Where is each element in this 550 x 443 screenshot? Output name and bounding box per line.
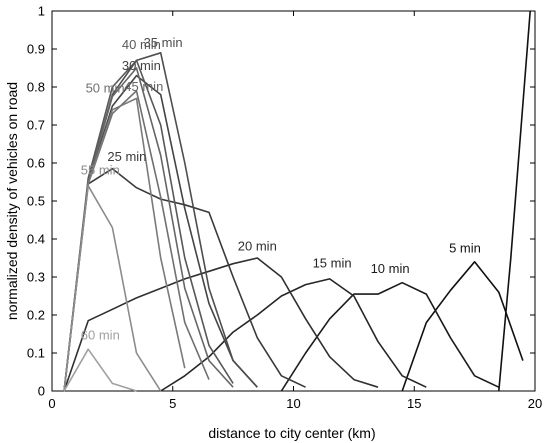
series-label-35-min: 35 min: [144, 35, 183, 50]
series-label-55-min: 55 min: [81, 162, 120, 177]
series-line-10-min: [280, 281, 500, 392]
tick-layer: 0 5 10 15 20 0 0.1 0.2 0.3 0.4 0.5 0.6 0.7 0.8 0.9 1: [27, 4, 542, 412]
y-tick-label: 0.7: [27, 118, 45, 133]
series-line-40-min: [63, 59, 234, 392]
x-tick-label: 20: [528, 396, 542, 411]
series-line-50-min: [63, 90, 210, 392]
series-label-40-min: 40 min: [122, 37, 161, 52]
series-label-30-min: 30 min: [122, 58, 161, 73]
x-tick-label: 15: [407, 396, 421, 411]
y-tick-label: 0.4: [27, 232, 45, 247]
series-line-60-min: [63, 348, 137, 392]
series-line-15-min: [160, 278, 427, 392]
series-label-10-min: 10 min: [371, 261, 410, 276]
x-tick-label: 10: [286, 396, 300, 411]
series-line-5-min: [401, 260, 524, 392]
series-label-5-min: 5 min: [449, 240, 481, 255]
series-label-20-min: 20 min: [238, 238, 277, 253]
series-line-55-min: [63, 185, 162, 392]
series-label-15-min: 15 min: [313, 256, 352, 271]
y-axis-title: normalized density of vehicles on road: [4, 82, 20, 320]
y-tick-label: 0.3: [27, 270, 45, 285]
series-label-45-min: 45 min: [124, 79, 163, 94]
x-tick-label: 5: [169, 396, 176, 411]
y-tick-label: 0.9: [27, 42, 45, 57]
y-tick-label: 0.8: [27, 80, 45, 95]
series-line-unlabeled-1: [498, 10, 531, 392]
series-label-60-min: 60 min: [81, 328, 120, 343]
series-line-20-min: [63, 257, 379, 392]
x-axis-title: distance to city center (km): [208, 425, 375, 441]
series-line-25-min: [63, 167, 306, 392]
series-layer: [63, 10, 531, 392]
series-label-layer: 5 min 10 min 15 min 20 min 25 min 30 min 35 mi…: [81, 35, 481, 343]
y-tick-label: 1: [38, 4, 45, 19]
y-tick-label: 0.1: [27, 346, 45, 361]
y-tick-label: 0.2: [27, 308, 45, 323]
series-label-50-min: 50 min: [86, 81, 125, 96]
series-line-45-min: [63, 67, 234, 392]
series-line-unlabeled-11: [63, 97, 186, 392]
y-tick-label: 0.5: [27, 194, 45, 209]
series-label-25-min: 25 min: [107, 149, 146, 164]
x-tick-label: 0: [48, 396, 55, 411]
y-tick-label: 0: [38, 384, 45, 399]
y-tick-label: 0.6: [27, 156, 45, 171]
